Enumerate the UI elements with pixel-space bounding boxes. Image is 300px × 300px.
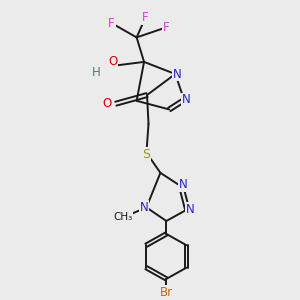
Text: F: F xyxy=(163,21,170,34)
Text: S: S xyxy=(142,148,150,160)
Text: F: F xyxy=(108,16,115,29)
Text: N: N xyxy=(140,201,148,214)
Text: N: N xyxy=(186,203,194,216)
Text: CH₃: CH₃ xyxy=(113,212,132,222)
Text: F: F xyxy=(142,11,149,24)
Text: H: H xyxy=(92,66,101,79)
Text: Br: Br xyxy=(160,286,173,299)
Text: N: N xyxy=(179,178,188,191)
Text: O: O xyxy=(102,97,112,110)
Text: O: O xyxy=(108,56,118,68)
Text: N: N xyxy=(182,93,191,106)
Text: N: N xyxy=(173,68,182,80)
